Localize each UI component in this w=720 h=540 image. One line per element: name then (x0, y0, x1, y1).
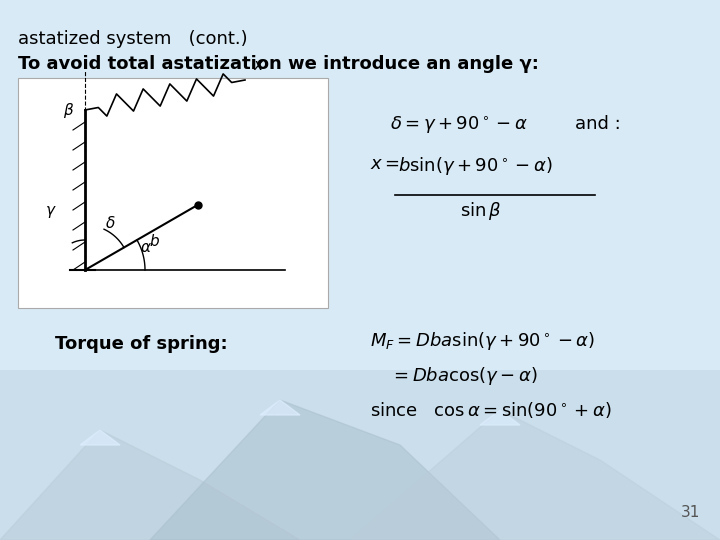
Polygon shape (480, 410, 520, 425)
Text: astatized system   (cont.): astatized system (cont.) (18, 30, 248, 48)
Polygon shape (260, 400, 300, 415)
Text: since   $\cos\alpha = \sin(90^\circ + \alpha)$: since $\cos\alpha = \sin(90^\circ + \alp… (370, 400, 612, 420)
Text: and :: and : (575, 115, 621, 133)
Text: Torque of spring:: Torque of spring: (55, 335, 228, 353)
Text: b: b (149, 233, 159, 248)
Text: To avoid total astatization we introduce an angle γ:: To avoid total astatization we introduce… (18, 55, 539, 73)
Text: $\delta = \gamma + 90^\circ - \alpha$: $\delta = \gamma + 90^\circ - \alpha$ (390, 115, 528, 136)
Text: $\gamma$: $\gamma$ (45, 204, 57, 220)
Text: $M_F = Dba\sin(\gamma + 90^\circ - \alpha)$: $M_F = Dba\sin(\gamma + 90^\circ - \alph… (370, 330, 595, 352)
Text: $= Dba\cos(\gamma - \alpha)$: $= Dba\cos(\gamma - \alpha)$ (390, 365, 538, 387)
FancyBboxPatch shape (18, 78, 328, 308)
Text: $b\sin(\gamma + 90^\circ - \alpha)$: $b\sin(\gamma + 90^\circ - \alpha)$ (398, 155, 553, 177)
Text: x: x (253, 58, 262, 73)
Text: $x = $: $x = $ (370, 155, 400, 173)
Text: 31: 31 (680, 505, 700, 520)
Text: $\alpha$: $\alpha$ (140, 240, 152, 255)
Polygon shape (150, 400, 500, 540)
FancyBboxPatch shape (0, 370, 720, 540)
Polygon shape (0, 430, 300, 540)
Text: $\sin\beta$: $\sin\beta$ (460, 200, 502, 222)
Polygon shape (350, 410, 720, 540)
Text: $\delta$: $\delta$ (105, 215, 116, 231)
Text: $\beta$: $\beta$ (63, 101, 74, 120)
Polygon shape (80, 430, 120, 445)
